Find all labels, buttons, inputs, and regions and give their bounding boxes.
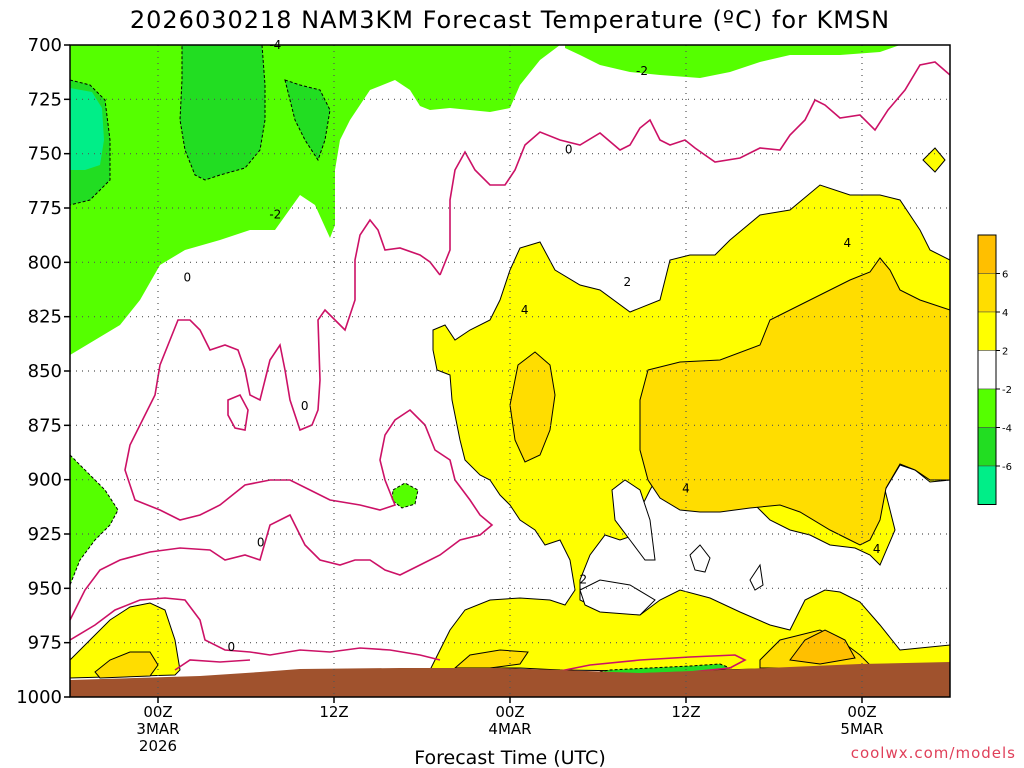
contour-label: 0 <box>257 536 265 550</box>
warm-core-right-low2 <box>789 629 856 665</box>
y-tick-label: 950 <box>28 578 62 599</box>
contour-label: 4 <box>521 303 529 317</box>
cold-core-d <box>70 88 104 170</box>
contour-label: -4 <box>269 38 281 52</box>
legend-label: -4 <box>1002 424 1012 435</box>
legend-swatch <box>977 234 997 274</box>
cold-core-b <box>179 44 266 181</box>
legend-swatch <box>977 388 997 428</box>
zero-line-bottom <box>69 597 441 661</box>
warm-core-mid <box>509 351 556 463</box>
contour-label: 0 <box>301 399 309 413</box>
y-tick-label: 900 <box>28 470 62 491</box>
x-tick-label: 12Z <box>671 703 700 721</box>
x-tick-label: 00Z <box>847 703 876 721</box>
grid-lines <box>70 45 950 697</box>
zero-loop-small <box>227 393 249 431</box>
x-axis-label: Forecast Time (UTC) <box>414 747 605 768</box>
x-tick-label: 3MAR <box>136 720 179 738</box>
cold-pocket-mid <box>391 482 419 509</box>
contour-label: 0 <box>565 142 573 156</box>
contour-label: 0 <box>184 271 192 285</box>
legend-label: -2 <box>1002 385 1012 396</box>
plot-area: -4 -2 0 -2 0 2 4 4 0 4 0 4 2 0 <box>69 38 951 698</box>
cold-region-lower-left <box>69 453 119 586</box>
y-tick-label: 725 <box>28 89 62 110</box>
y-tick-label: 850 <box>28 361 62 382</box>
legend-label: 4 <box>1002 308 1008 319</box>
color-legend: 6 4 2 -2 -4 -6 <box>977 234 1012 505</box>
legend-label: 2 <box>1002 347 1008 358</box>
y-axis: 700 725 750 775 800 825 850 875 900 925 950 975 1000 <box>16 35 70 708</box>
x-tick-label: 4MAR <box>488 720 531 738</box>
contour-label: 4 <box>682 481 690 495</box>
y-tick-label: 1000 <box>16 687 62 708</box>
y-tick-label: 875 <box>28 415 62 436</box>
contour-label: 4 <box>873 542 881 556</box>
legend-label: -6 <box>1002 462 1012 473</box>
warm-hole-b <box>689 544 711 573</box>
x-tick-label: 2026 <box>139 737 177 755</box>
contour-label: 2 <box>580 573 588 587</box>
x-tick-label: 00Z <box>143 703 172 721</box>
contour-label: -2 <box>269 208 281 222</box>
cold-core-c <box>284 79 331 162</box>
y-tick-label: 800 <box>28 252 62 273</box>
x-tick-label: 00Z <box>495 703 524 721</box>
contour-labels: -4 -2 0 -2 0 2 4 4 0 4 0 4 2 0 <box>184 38 881 654</box>
x-tick-label: 12Z <box>319 703 348 721</box>
zero-line-left-low <box>174 659 251 671</box>
legend-label: 6 <box>1002 270 1008 281</box>
contour-label: 4 <box>844 236 852 250</box>
zero-line-top <box>439 61 951 276</box>
x-tick-label: 5MAR <box>840 720 883 738</box>
contour-label: -2 <box>636 64 648 78</box>
legend-swatch <box>977 311 997 351</box>
y-tick-label: 700 <box>28 35 62 56</box>
legend-swatch <box>977 273 997 313</box>
y-tick-label: 750 <box>28 144 62 165</box>
warm-hole-c <box>749 563 764 591</box>
y-tick-label: 975 <box>28 633 62 654</box>
legend-swatch <box>977 350 997 390</box>
y-tick-label: 825 <box>28 307 62 328</box>
y-tick-label: 925 <box>28 524 62 545</box>
chart-title: 2026030218 NAM3KM Forecast Temperature (… <box>130 6 890 34</box>
legend-swatch <box>977 465 997 505</box>
cold-pocket-right <box>922 147 946 173</box>
y-tick-label: 775 <box>28 198 62 219</box>
warm-core-right <box>639 257 951 546</box>
legend-swatch <box>977 427 997 467</box>
ground-surface <box>70 662 950 697</box>
warm-core-low-left <box>94 651 159 679</box>
contour-label: 0 <box>228 640 236 654</box>
cold-region-upper-right <box>565 45 900 78</box>
contour-label: 2 <box>624 275 632 289</box>
legend-frame <box>977 234 997 505</box>
credit-text: coolwx.com/models <box>851 744 1016 762</box>
zero-line-upper <box>69 218 494 621</box>
warm-hole-a <box>611 479 656 561</box>
